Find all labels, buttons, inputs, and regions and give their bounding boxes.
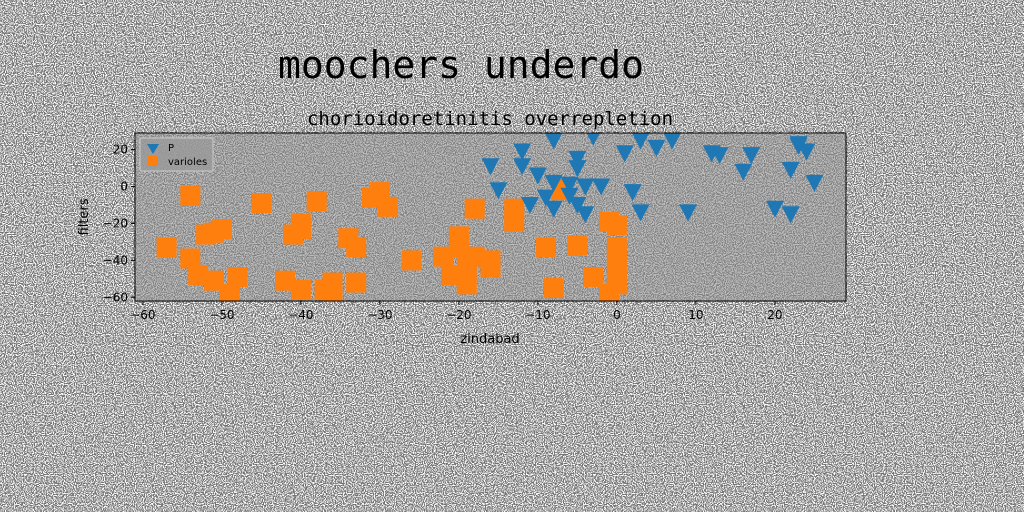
x-axis-label: zindabad	[460, 332, 519, 347]
legend-label-series-1: P	[168, 143, 174, 154]
data-point-square	[180, 186, 200, 206]
data-point-square	[481, 258, 501, 278]
x-tick-label: −30	[367, 308, 392, 322]
x-tick-label: −10	[525, 308, 550, 322]
data-point-square	[346, 237, 366, 257]
data-point-square	[504, 199, 524, 219]
data-point-square	[599, 212, 619, 232]
data-point-square	[251, 193, 271, 213]
data-point-square	[228, 267, 248, 287]
x-tick-label: −50	[209, 308, 234, 322]
y-tick-label: −60	[103, 290, 128, 304]
data-point-square	[157, 237, 177, 257]
x-tick-label: −40	[288, 308, 313, 322]
data-point-square	[544, 278, 564, 298]
data-point-square	[346, 273, 366, 293]
data-point-square	[402, 250, 422, 270]
y-tick-label: 0	[120, 180, 128, 194]
data-point-square	[378, 197, 398, 217]
data-point-square	[465, 199, 485, 219]
y-axis-label: filters	[77, 198, 92, 235]
legend-marker-square-icon	[148, 156, 158, 166]
figure-suptitle: moochers underdo	[278, 43, 644, 87]
data-point-square	[536, 237, 556, 257]
x-tick-label: −20	[446, 308, 471, 322]
x-tick-label: 20	[767, 308, 782, 322]
data-point-square	[457, 274, 477, 294]
y-tick-label: 20	[113, 143, 128, 157]
data-point-square	[291, 213, 311, 233]
x-tick-label: 0	[613, 308, 621, 322]
data-point-square	[607, 237, 627, 257]
legend: P varioles	[140, 138, 213, 171]
x-tick-label: 10	[688, 308, 703, 322]
y-tick-label: −20	[103, 216, 128, 230]
data-point-square	[307, 191, 327, 211]
plot-area	[135, 129, 846, 304]
chart-title: chorioidoretinitis overrepletion	[307, 108, 673, 130]
data-point-square	[291, 280, 311, 300]
legend-label-series-2: varioles	[168, 157, 207, 168]
y-tick-label: −40	[103, 253, 128, 267]
data-point-square	[567, 236, 587, 256]
data-point-square	[212, 219, 232, 239]
x-tick-label: −60	[130, 308, 155, 322]
